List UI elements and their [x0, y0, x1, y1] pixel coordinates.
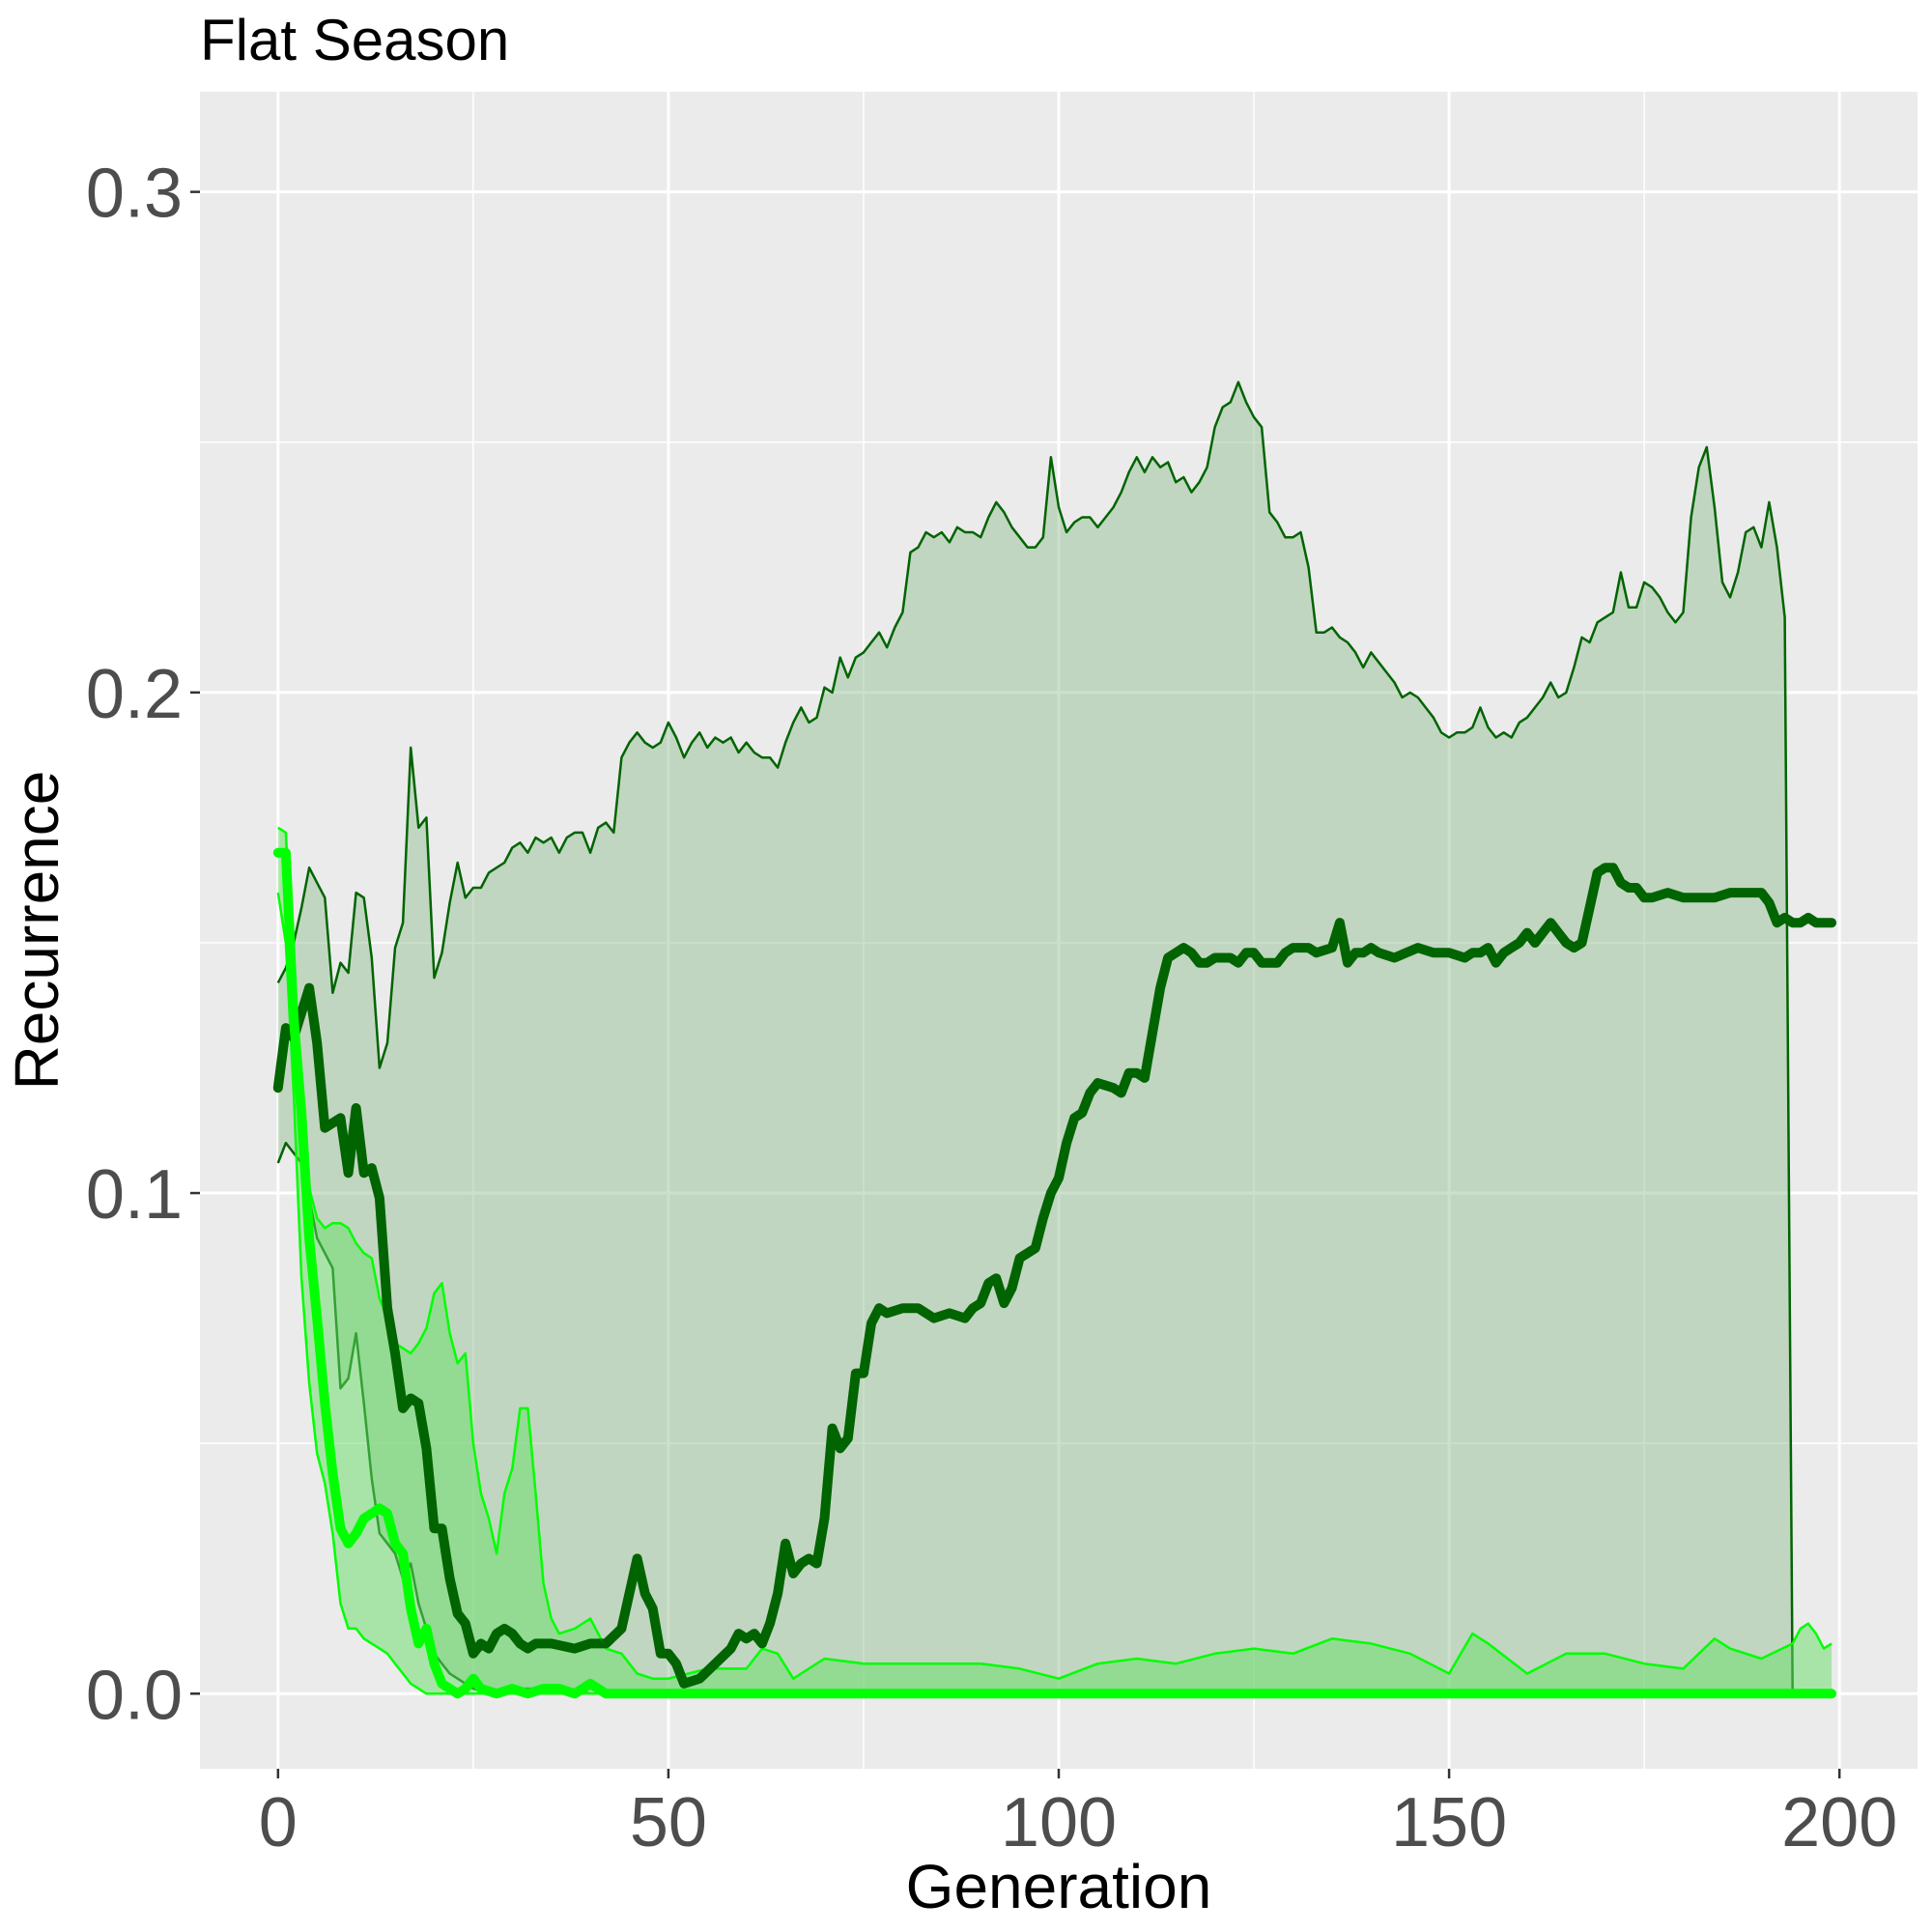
light-band [277, 827, 1833, 1694]
x-tick-label: 150 [1391, 1784, 1507, 1861]
y-tick-label: 0.0 [86, 1657, 183, 1734]
y-tick-label: 0.2 [86, 656, 183, 733]
dark-band [277, 382, 1793, 1694]
y-tick-label: 0.3 [86, 156, 183, 233]
light-lower-line [276, 892, 1833, 1695]
y-tick-labels: 0.0 0.1 0.2 0.3 [86, 156, 183, 1735]
chart-title: Flat Season [200, 8, 509, 72]
series-lines [272, 847, 1837, 1699]
grid [200, 92, 1918, 1769]
light-mean-line [272, 847, 1837, 1699]
axis-ticks [190, 190, 1841, 1778]
x-tick-label: 0 [259, 1784, 298, 1861]
x-tick-label: 100 [1001, 1784, 1117, 1861]
y-tick-label: 0.1 [86, 1156, 183, 1234]
dark-upper-line [276, 381, 1794, 1694]
x-tick-label: 200 [1781, 1784, 1897, 1861]
dark-mean-line [272, 863, 1837, 1689]
x-axis-title: Generation [906, 1852, 1212, 1921]
y-axis-title: Recurrence [2, 771, 71, 1091]
x-tick-label: 50 [630, 1784, 707, 1861]
x-tick-labels: 0 50 100 150 200 [259, 1784, 1897, 1861]
